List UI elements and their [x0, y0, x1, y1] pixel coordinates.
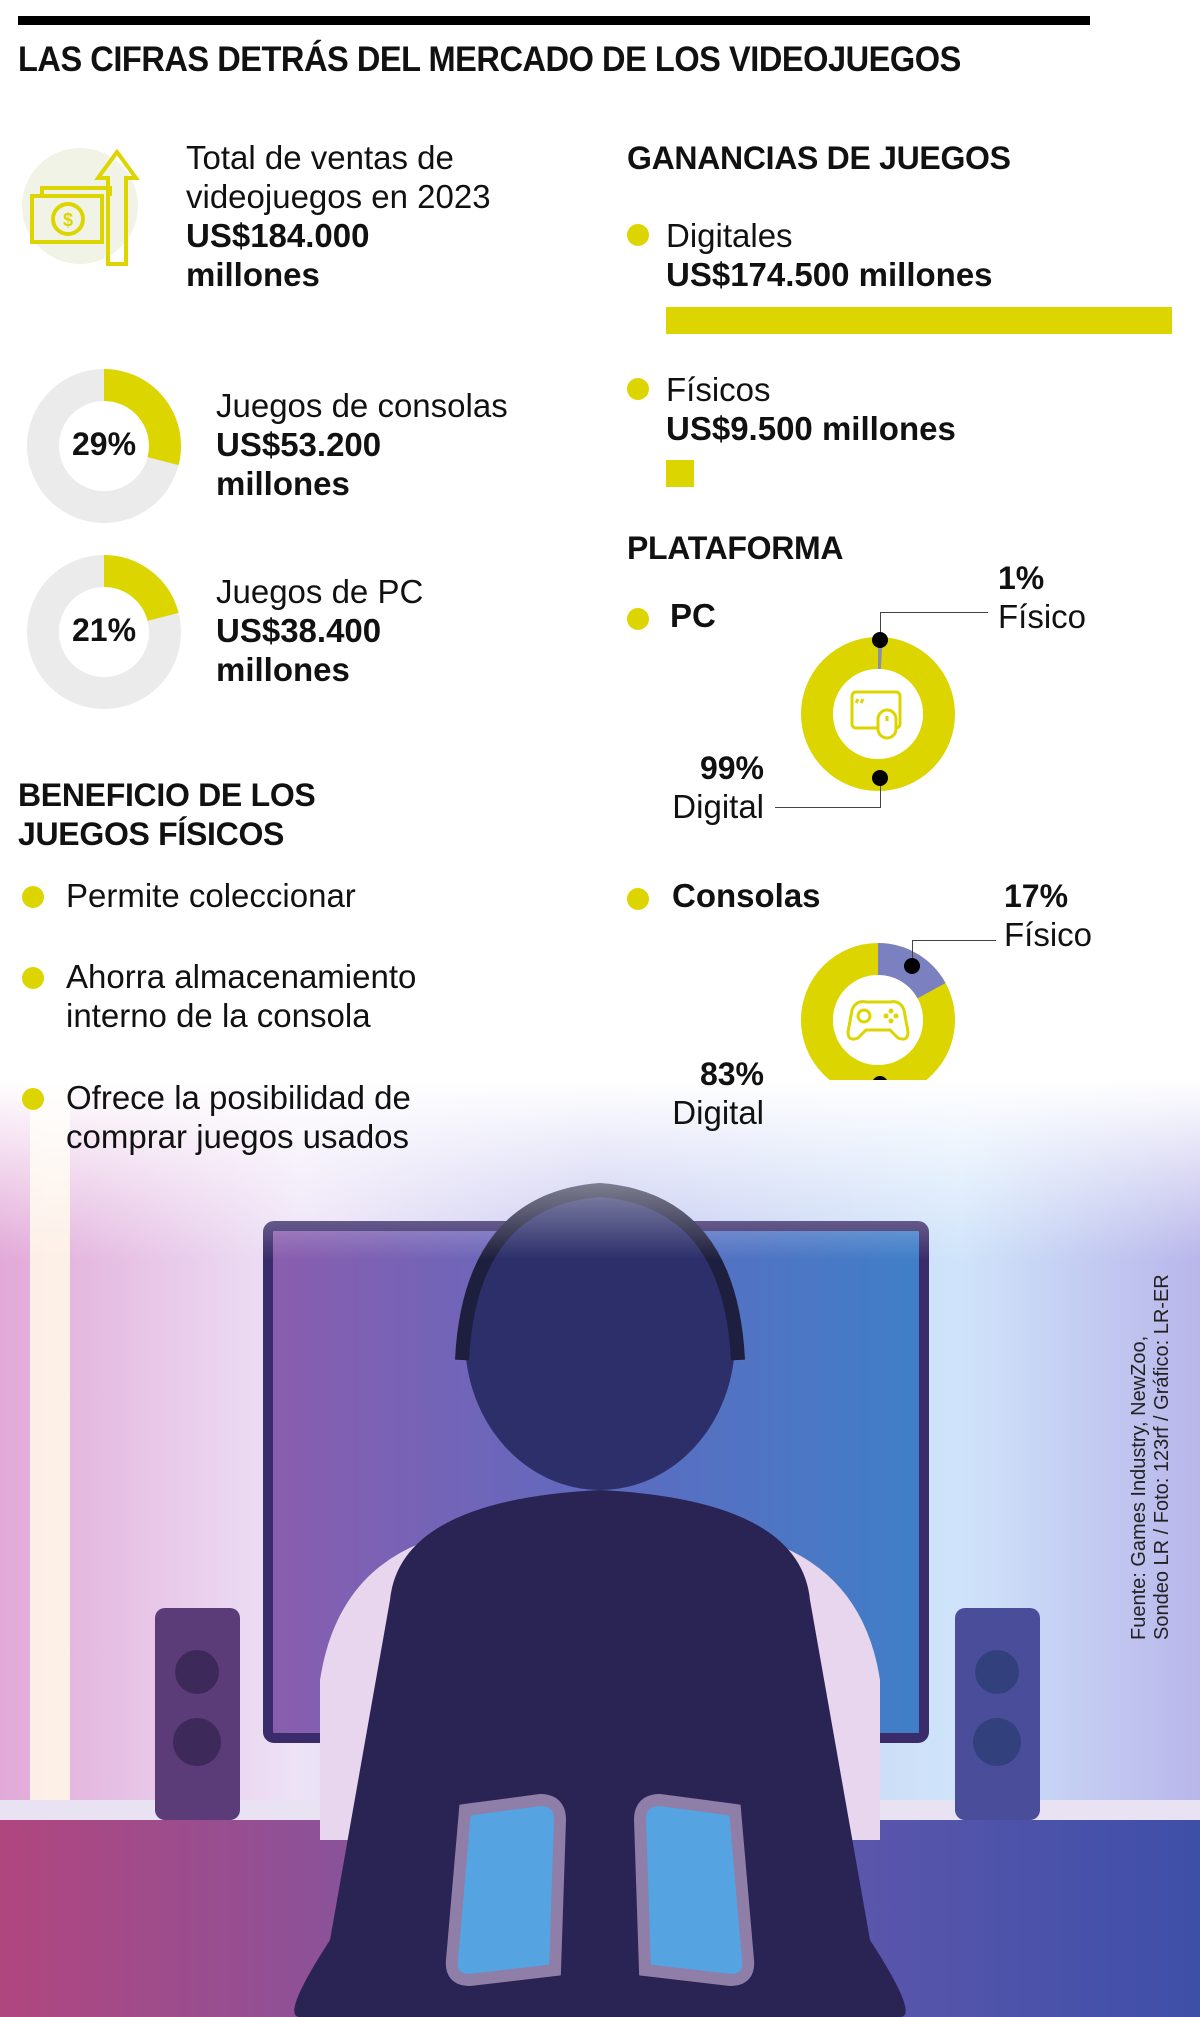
leader-line	[775, 807, 881, 808]
money-growth-icon: $	[18, 138, 148, 268]
pc-digital-callout: 99% Digital	[660, 750, 764, 826]
earnings-heading: GANANCIAS DE JUEGOS	[627, 140, 1011, 176]
benefit-text: Ofrece la posibilidad de	[66, 1079, 411, 1116]
source-credit: Fuente: Games Industry, NewZoo, Sondeo L…	[1128, 1274, 1174, 1640]
total-value-line1: US$184.000	[186, 217, 370, 254]
consoles-physical-label: Físico	[1004, 916, 1093, 953]
donut-consoles-pct: 29%	[71, 426, 137, 462]
benefit-text: Ahorra almacenamiento	[66, 958, 417, 995]
platform-consoles-name: Consolas	[672, 877, 821, 914]
bullet-dot-icon	[627, 608, 649, 630]
earnings-physical-label: Físicos	[666, 371, 771, 408]
bullet-dot-icon	[627, 378, 649, 400]
pc-digital-pct: 99%	[699, 750, 764, 786]
bullet-dot-icon	[627, 224, 649, 246]
bullet-dot-icon	[627, 888, 649, 910]
share-pc-label: Juegos de PC	[216, 573, 424, 610]
share-consoles: Juegos de consolas US$53.200 millones	[216, 386, 508, 503]
photo-fade	[0, 1080, 1200, 1260]
consoles-digital-callout: 83% Digital	[660, 1056, 764, 1132]
leader-line	[880, 612, 881, 640]
donut-pc-pct: 21%	[71, 612, 137, 648]
total-label-line1: Total de ventas de	[186, 139, 454, 176]
leader-line	[912, 940, 913, 964]
credit-line2: Sondeo LR / Foto: 123rf / Gráfico: LR-ER	[1151, 1274, 1173, 1640]
pc-physical-callout: 1% Físico	[998, 560, 1086, 636]
marker-dot-icon	[872, 632, 888, 648]
share-consoles-label: Juegos de consolas	[216, 387, 508, 424]
bar-digital	[666, 307, 1172, 334]
benefits-heading-line2: JUEGOS FÍSICOS	[18, 816, 285, 852]
benefit-text: Permite coleccionar	[66, 877, 356, 914]
share-pc-value1: US$38.400	[216, 612, 382, 649]
consoles-digital-label: Digital	[672, 1094, 764, 1131]
leader-line	[880, 786, 881, 807]
benefits-heading-line1: BENEFICIO DE LOS	[18, 777, 316, 813]
marker-dot-icon	[872, 770, 888, 786]
bullet-dot-icon	[22, 1088, 44, 1110]
share-pc-value2: millones	[216, 651, 350, 688]
platform-pc-name: PC	[670, 597, 716, 634]
top-rule	[18, 16, 1090, 25]
earnings-physical: Físicos US$9.500 millones	[666, 370, 956, 448]
share-consoles-value2: millones	[216, 465, 350, 502]
bar-physical	[666, 460, 694, 487]
benefit-item: Permite coleccionar	[22, 876, 356, 915]
marker-dot-icon	[904, 958, 920, 974]
benefit-item: Ahorra almacenamiento interno de la cons…	[22, 957, 416, 1035]
total-sales: Total de ventas de videojuegos en 2023 U…	[186, 138, 491, 294]
benefit-text-2: interno de la consola	[66, 997, 371, 1034]
donut-consoles-share: 29%	[26, 368, 182, 524]
donut-pc-share: 21%	[26, 554, 182, 710]
pc-physical-label: Físico	[998, 598, 1087, 635]
credit-line1: Fuente: Games Industry, NewZoo,	[1128, 1335, 1150, 1640]
consoles-digital-pct: 83%	[699, 1056, 764, 1092]
benefit-text-2: comprar juegos usados	[66, 1118, 410, 1155]
consoles-physical-callout: 17% Físico	[1004, 878, 1092, 954]
consoles-physical-pct: 17%	[1004, 878, 1069, 914]
share-pc: Juegos de PC US$38.400 millones	[216, 572, 423, 689]
donut-pc-platform	[800, 636, 956, 792]
earnings-digital-label: Digitales	[666, 217, 793, 254]
gamer-photo	[0, 1080, 1200, 2017]
earnings-physical-value: US$9.500 millones	[666, 410, 956, 447]
total-value-line2: millones	[186, 256, 320, 293]
earnings-digital: Digitales US$174.500 millones	[666, 216, 993, 294]
pc-physical-pct: 1%	[998, 560, 1045, 596]
page-title: LAS CIFRAS DETRÁS DEL MERCADO DE LOS VID…	[18, 40, 961, 79]
leader-line	[880, 612, 988, 613]
donut-consoles-platform	[800, 942, 956, 1098]
leader-line	[912, 940, 996, 941]
pc-digital-label: Digital	[672, 788, 764, 825]
svg-text:$: $	[63, 210, 73, 230]
earnings-digital-value: US$174.500 millones	[666, 256, 993, 293]
platform-heading: PLATAFORMA	[627, 530, 844, 566]
bullet-dot-icon	[22, 967, 44, 989]
bullet-dot-icon	[22, 886, 44, 908]
total-label-line2: videojuegos en 2023	[186, 178, 491, 215]
share-consoles-value1: US$53.200	[216, 426, 382, 463]
benefit-item: Ofrece la posibilidad de comprar juegos …	[22, 1078, 411, 1156]
benefits-heading: BENEFICIO DE LOS JUEGOS FÍSICOS	[18, 776, 316, 854]
